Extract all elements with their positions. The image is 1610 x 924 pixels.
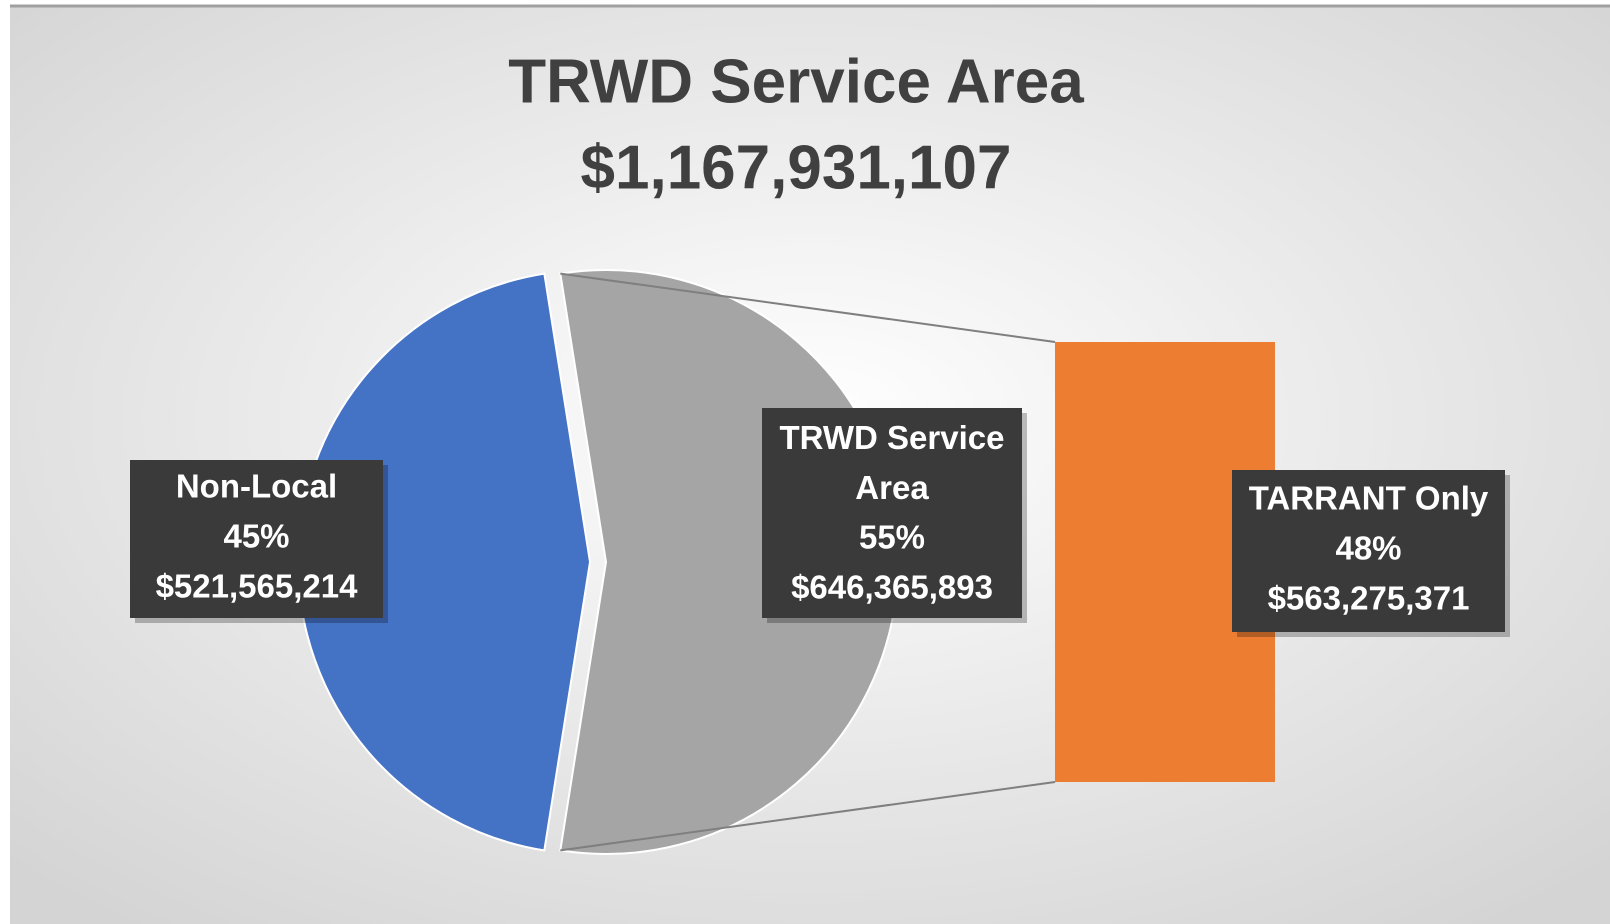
label-box [762,408,1022,618]
percent-label: 45% [223,518,289,555]
label-box [130,460,383,618]
category-label: Non-Local [176,468,337,505]
connector-line [560,781,1056,852]
chart-title: TRWD Service Area [508,47,1084,116]
connector-line [560,272,1056,343]
category-label: TRWD Service Area [780,419,1005,506]
category-label: TARRANT Only [1249,480,1489,517]
label-box [1232,470,1505,632]
amount-label: $563,275,371 [1268,580,1470,617]
chart-subtitle: $1,167,931,107 [581,133,1012,202]
amount-label: $646,365,893 [791,569,993,606]
percent-label: 55% [859,519,925,556]
percent-label: 48% [1335,530,1401,567]
amount-label: $521,565,214 [156,568,359,605]
